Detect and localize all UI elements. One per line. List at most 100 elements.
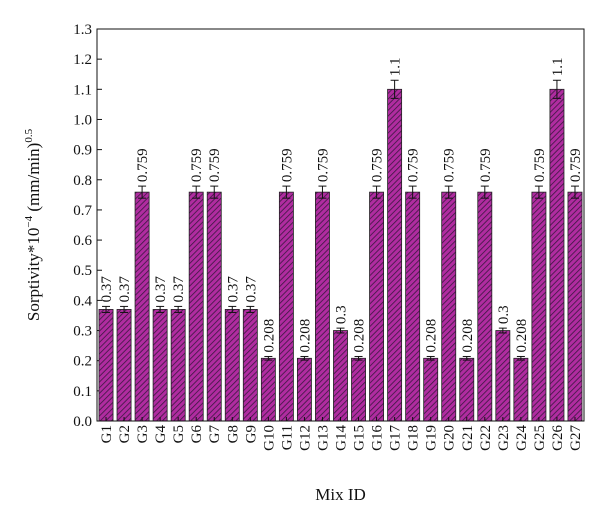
data-label: 0.208 [514, 319, 530, 353]
x-tick-label: G22 [478, 425, 494, 451]
bar-g14 [333, 330, 348, 422]
y-axis-ticks: 0.0 0.1 0.2 0.3 0.4 0.5 0.6 0.7 0.8 0.9 1.0 1.1 1.2 1… [73, 22, 102, 430]
x-tick-label: G1 [99, 425, 115, 443]
error-bar [174, 305, 183, 313]
y-axis-title-exp1: −4 [23, 215, 35, 227]
data-label: 0.759 [442, 148, 458, 182]
x-tick-label: G23 [496, 425, 512, 451]
data-label: 0.759 [532, 148, 548, 182]
y-tick-label: 1.2 [73, 52, 92, 68]
x-tick-label: G14 [334, 425, 350, 451]
y-tick-label: 0.3 [73, 324, 92, 340]
bar-g12 [296, 357, 312, 422]
bar-g17 [387, 88, 403, 422]
data-label: 0.208 [352, 319, 368, 353]
error-bar [246, 305, 255, 313]
bar-g11 [278, 191, 294, 422]
x-tick-label: G8 [225, 425, 241, 443]
data-label: 1.1 [550, 58, 566, 77]
x-tick-label: G18 [406, 425, 422, 451]
data-label: 0.759 [207, 148, 223, 182]
y-tick-label: 1.1 [73, 82, 92, 98]
data-label: 0.759 [135, 148, 151, 182]
bar-g4 [152, 309, 168, 422]
y-tick-label: 0.4 [73, 293, 92, 309]
bar-g10 [260, 357, 276, 422]
y-tick-label: 0.0 [73, 414, 92, 430]
data-label: 0.3 [496, 305, 512, 324]
bar-g18 [405, 191, 421, 422]
x-tick-label: G21 [460, 425, 476, 451]
y-tick-label: 1.0 [73, 112, 92, 128]
data-label: 0.759 [568, 148, 584, 182]
error-bar [444, 185, 453, 199]
error-bar [498, 327, 507, 334]
x-tick-label: G19 [424, 425, 440, 451]
bar-g9 [242, 309, 258, 422]
x-tick-label: G25 [532, 425, 548, 451]
bar-g15 [351, 357, 366, 422]
data-label: 0.759 [478, 148, 494, 182]
bar-g22 [477, 191, 493, 422]
bar-g3 [134, 191, 150, 422]
data-label: 0.759 [370, 148, 386, 182]
error-bar [138, 185, 147, 199]
x-tick-label: G9 [243, 425, 259, 443]
bar-g27 [567, 191, 583, 422]
plot-frame [96, 28, 585, 422]
x-tick-label: G6 [189, 425, 205, 444]
error-bar [354, 355, 363, 361]
error-bar [318, 185, 327, 199]
data-label: 0.759 [315, 148, 331, 182]
error-bar [426, 355, 435, 361]
data-label: 0.37 [99, 276, 115, 303]
y-axis-title-main: Sorptivity*10 [24, 228, 43, 322]
data-label: 0.208 [261, 319, 277, 353]
bar-g5 [170, 309, 186, 422]
x-tick-label: G2 [117, 425, 133, 443]
error-bar [480, 185, 489, 199]
bar-g20 [441, 191, 457, 422]
error-bar [372, 185, 381, 199]
error-bar [336, 327, 345, 334]
x-tick-label: G5 [171, 425, 187, 443]
x-tick-label: G17 [388, 425, 404, 451]
bar-g24 [513, 357, 529, 422]
error-bar [102, 305, 111, 313]
x-tick-label: G12 [297, 425, 313, 451]
x-tick-label: G13 [315, 425, 331, 451]
data-label: 0.37 [225, 276, 241, 303]
error-bar [210, 185, 219, 199]
error-bar [300, 355, 309, 361]
y-tick-label: 0.9 [73, 143, 92, 159]
y-tick-label: 0.2 [73, 354, 92, 370]
x-tick-label: G7 [207, 425, 223, 444]
y-axis-title-mid: (mm/min) [24, 143, 43, 216]
data-label: 0.3 [334, 305, 350, 324]
error-bar [120, 305, 129, 313]
x-axis-title: Mix ID [315, 485, 366, 504]
error-bar [552, 79, 561, 99]
x-tick-label: G4 [153, 425, 169, 444]
error-bar [228, 305, 237, 313]
y-tick-label: 0.5 [73, 263, 92, 279]
data-label: 0.759 [279, 148, 295, 182]
x-tick-label: G27 [568, 425, 584, 451]
bar-g21 [459, 357, 475, 422]
x-tick-label: G15 [352, 425, 368, 451]
data-label: 1.1 [388, 58, 404, 77]
error-bar [264, 355, 273, 361]
error-bar [534, 185, 543, 199]
y-axis-title-exp2: 0.5 [23, 128, 35, 142]
y-tick-label: 0.6 [73, 233, 92, 249]
x-axis-ticks: G1 G2 G3 G4 G5 G6 G7 G8 G9 G10 G11 G12 G13 G14 G15 G16 G… [99, 417, 584, 451]
error-bar [192, 185, 201, 199]
data-label: 0.37 [171, 276, 187, 303]
error-bar [516, 355, 525, 361]
error-bar [408, 185, 417, 199]
x-tick-label: G11 [279, 425, 295, 450]
bar-g1 [98, 309, 114, 422]
bar-g26 [549, 88, 565, 422]
